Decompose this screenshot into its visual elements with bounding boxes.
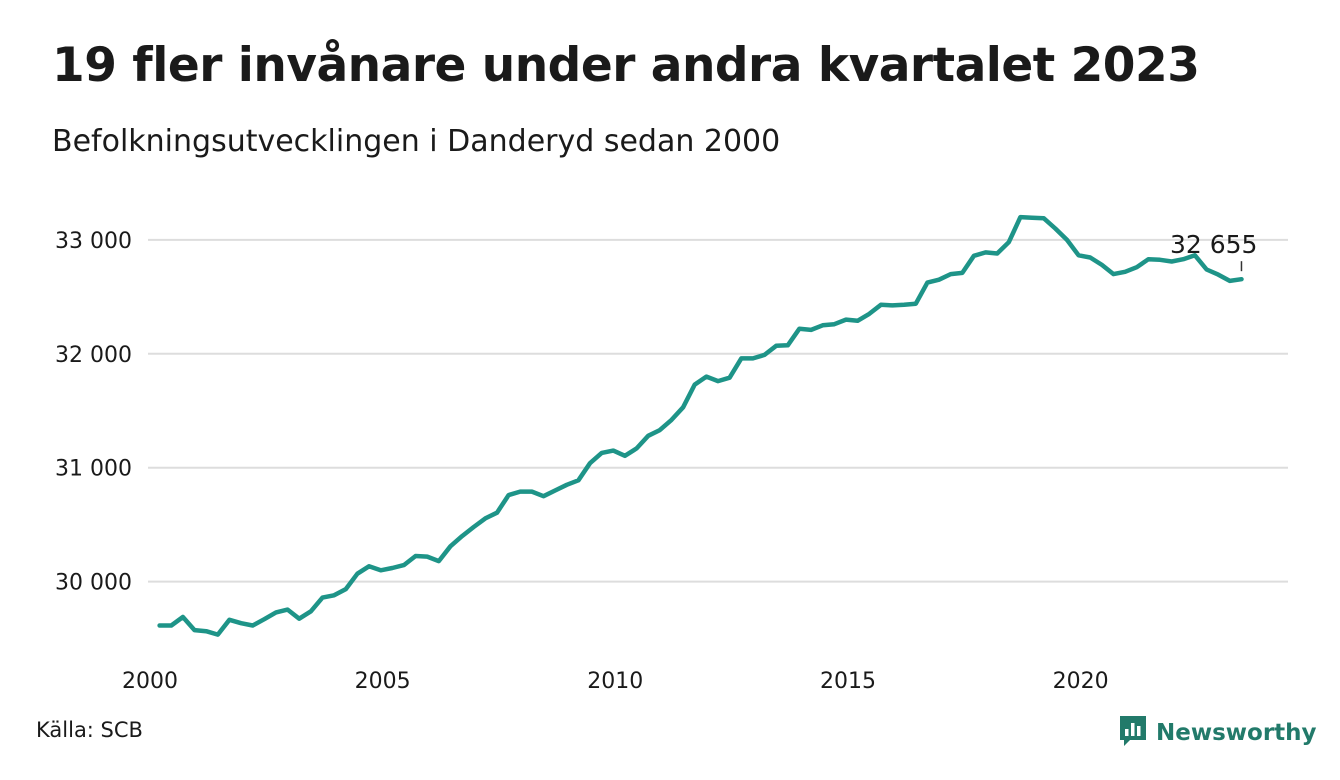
x-tick-label: 2000	[122, 669, 178, 694]
newsworthy-logo-icon	[1118, 714, 1148, 752]
x-tick-label: 2010	[587, 669, 643, 694]
annotation-layer: 32 655	[1170, 230, 1257, 272]
line-chart: 30 000 31 000 32 000 33 000 2000 2005 2010 201…	[55, 214, 1288, 694]
chart-subtitle: Befolkningsutvecklingen i Danderyd sedan…	[52, 124, 781, 159]
source-note: Källa: SCB	[36, 718, 143, 742]
brand-logo[interactable]: Newsworthy	[1118, 714, 1317, 752]
y-tick-label: 32 000	[55, 343, 132, 368]
gridlines	[148, 238, 1288, 583]
y-tick-label: 31 000	[55, 457, 132, 482]
series-layer	[157, 214, 1244, 637]
y-tick-label: 33 000	[55, 229, 132, 254]
y-axis-ticks: 30 000 31 000 32 000 33 000	[55, 229, 132, 596]
x-tick-label: 2020	[1053, 669, 1109, 694]
chart-title: 19 fler invånare under andra kvartalet 2…	[52, 38, 1200, 93]
last-value-label: 32 655	[1170, 230, 1257, 259]
brand-name: Newsworthy	[1156, 720, 1317, 746]
x-axis-ticks: 2000 2005 2010 2015 2020	[122, 669, 1109, 694]
x-tick-label: 2015	[820, 669, 876, 694]
y-tick-label: 30 000	[55, 571, 132, 596]
series-line	[157, 214, 1244, 637]
x-tick-label: 2005	[355, 669, 411, 694]
